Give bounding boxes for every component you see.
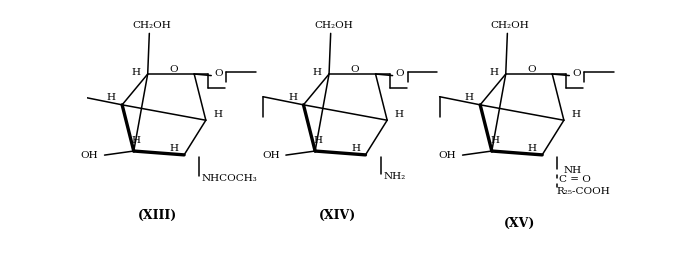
Text: R₂₅-COOH: R₂₅-COOH bbox=[556, 187, 610, 196]
Text: NHCOCH₃: NHCOCH₃ bbox=[202, 174, 258, 183]
Text: NH: NH bbox=[564, 166, 582, 175]
Text: CH₂OH: CH₂OH bbox=[133, 21, 172, 30]
Text: H: H bbox=[107, 93, 116, 102]
Text: H: H bbox=[170, 144, 179, 153]
Text: O: O bbox=[170, 65, 178, 74]
Text: H: H bbox=[313, 68, 322, 77]
Text: H: H bbox=[351, 144, 360, 153]
Text: H: H bbox=[490, 136, 499, 145]
Text: H: H bbox=[571, 110, 580, 119]
Text: O: O bbox=[350, 65, 359, 74]
Text: CH₂OH: CH₂OH bbox=[491, 21, 530, 30]
Text: H: H bbox=[528, 144, 537, 153]
Text: H: H bbox=[313, 136, 322, 145]
Text: O: O bbox=[214, 69, 223, 78]
Text: C = O: C = O bbox=[559, 175, 591, 184]
Text: H: H bbox=[465, 93, 474, 102]
Text: CH₂OH: CH₂OH bbox=[314, 21, 352, 30]
Text: H: H bbox=[213, 110, 222, 119]
Text: O: O bbox=[572, 69, 581, 78]
Text: OH: OH bbox=[262, 150, 280, 160]
Text: (XIII): (XIII) bbox=[138, 209, 177, 222]
Text: H: H bbox=[288, 93, 297, 102]
Text: NH₂: NH₂ bbox=[383, 172, 406, 181]
Text: OH: OH bbox=[80, 150, 98, 160]
Text: O: O bbox=[528, 65, 536, 74]
Text: H: H bbox=[132, 136, 141, 145]
Text: (XV): (XV) bbox=[505, 217, 535, 230]
Text: H: H bbox=[394, 110, 403, 119]
Text: O: O bbox=[395, 69, 404, 78]
Text: (XIV): (XIV) bbox=[318, 209, 356, 222]
Text: H: H bbox=[489, 68, 498, 77]
Text: H: H bbox=[131, 68, 140, 77]
Text: OH: OH bbox=[438, 150, 456, 160]
